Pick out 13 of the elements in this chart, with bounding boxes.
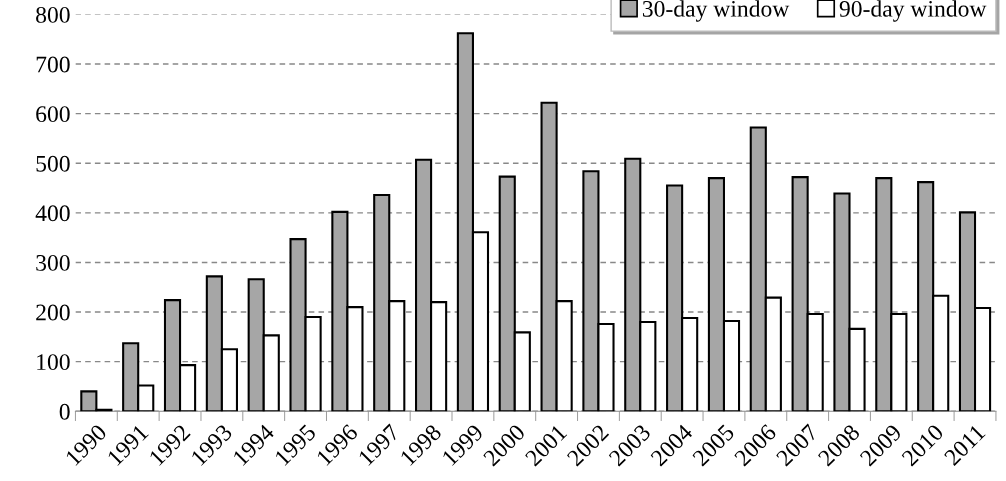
y-tick-label: 400: [35, 205, 70, 222]
legend-label: 90-day window: [839, 0, 987, 22]
y-tick-label: 300: [36, 254, 70, 271]
legend-label: 30-day window: [642, 0, 790, 22]
y-tick-label: 0: [59, 403, 70, 420]
x-tick-label: 2011: [943, 423, 986, 467]
y-tick-label: 700: [36, 56, 70, 73]
y-tick-label: 200: [36, 304, 70, 321]
y-tick-label: 800: [36, 6, 70, 23]
y-tick-label: 600: [36, 106, 70, 123]
y-tick-label: 500: [36, 155, 70, 172]
y-tick-label: 100: [37, 354, 70, 371]
x-tick-label: 1991: [106, 423, 149, 467]
